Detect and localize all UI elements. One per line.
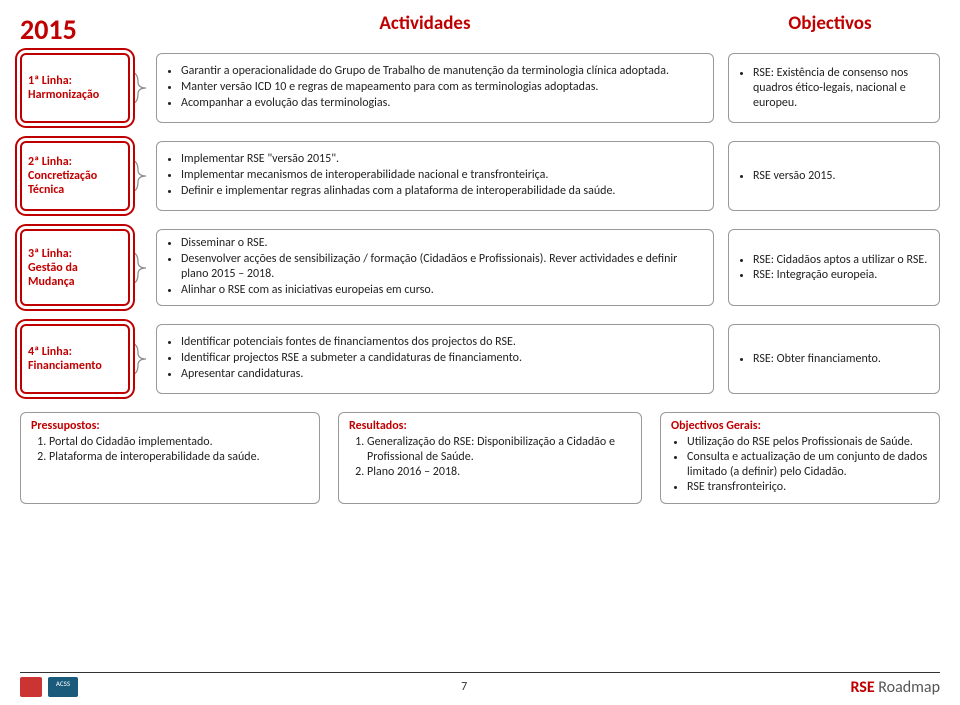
acss-logo-icon: ACSS [48,677,78,697]
objectivos-box: RSE versão 2015. [728,141,940,211]
objgerais-box: Objectivos Gerais: Utilização do RSE pel… [660,412,940,504]
actividade-item: Manter versão ICD 10 e regras de mapeame… [181,80,703,95]
connector [128,324,156,394]
actividade-item: Garantir a operacionalidade do Grupo de … [181,64,703,79]
objectivos-box: RSE: Cidadãos aptos a utilizar o RSE.RSE… [728,229,940,306]
logo-icon [20,677,42,697]
linha-label-line: 2ª Linha: [28,155,122,169]
objgeral-item: RSE transfronteiriço. [687,480,929,495]
linha-label-line: Gestão da [28,261,122,275]
linha-label-line: Harmonização [28,88,122,102]
resultados-title: Resultados: [349,419,631,433]
connector [128,141,156,211]
objectivo-item: RSE: Cidadãos aptos a utilizar o RSE. [753,253,929,268]
brand-roadmap: Roadmap [875,678,940,697]
actividade-item: Desenvolver acções de sensibilização / f… [181,252,703,282]
pressuposto-item: Portal do Cidadão implementado. [49,435,309,450]
objectivos-box: RSE: Obter financiamento. [728,324,940,394]
objgerais-title: Objectivos Gerais: [671,419,929,433]
resultados-box: Resultados: Generalização do RSE: Dispon… [338,412,642,504]
bottom-row: Pressupostos: Portal do Cidadão implemen… [20,412,940,504]
linha-label-line: Concretização [28,169,122,183]
content-row: 1ª Linha:Harmonização Garantir a operacio… [20,53,940,123]
objectivo-item: RSE: Obter financiamento. [753,352,929,367]
content-row: 3ª Linha:Gestão daMudança Disseminar o RS… [20,229,940,306]
objectivo-item: RSE: Integração europeia. [753,268,929,283]
linha-label-line: 4ª Linha: [28,345,122,359]
pressupostos-title: Pressupostos: [31,419,309,433]
header-row: 2015 Actividades Objectivos [20,12,940,47]
actividade-item: Implementar RSE "versão 2015". [181,152,703,167]
brand-rse: RSE [850,678,874,697]
actividade-item: Identificar projectos RSE a submeter a c… [181,351,703,366]
connector [128,229,156,306]
pressupostos-box: Pressupostos: Portal do Cidadão implemen… [20,412,320,504]
actividade-item: Alinhar o RSE com as iniciativas europei… [181,283,703,298]
actividade-item: Disseminar o RSE. [181,236,703,251]
linha-label-line: Financiamento [28,359,122,373]
content-row: 4ª Linha:Financiamento Identificar potenc… [20,324,940,394]
year-title: 2015 [20,12,130,47]
linha-label-line: Mudança [28,275,122,289]
connector [128,53,156,123]
page-footer: ACSS 7 RSE Roadmap [20,672,940,697]
actividades-box: Garantir a operacionalidade do Grupo de … [156,53,714,123]
actividades-box: Implementar RSE "versão 2015".Implementa… [156,141,714,211]
page-number: 7 [78,680,850,694]
footer-logos: ACSS [20,677,78,697]
objectivo-item: RSE versão 2015. [753,169,929,184]
objgeral-item: Consulta e actualização de um conjunto d… [687,450,929,480]
footer-brand: RSE Roadmap [850,678,940,697]
linha-label: 3ª Linha:Gestão daMudança [20,229,130,306]
resultado-item: Generalização do RSE: Disponibilização a… [367,435,631,465]
linha-label: 4ª Linha:Financiamento [20,324,130,394]
col-header-objectivos: Objectivos [720,12,940,47]
actividades-box: Identificar potenciais fontes de financi… [156,324,714,394]
resultado-item: Plano 2016 – 2018. [367,465,631,480]
actividade-item: Definir e implementar regras alinhadas c… [181,184,703,199]
actividade-item: Implementar mecanismos de interoperabili… [181,168,703,183]
linha-label-line: 3ª Linha: [28,247,122,261]
objectivo-item: RSE: Existência de consenso nos quadros … [753,66,929,111]
linha-label-line: Técnica [28,183,122,197]
actividade-item: Identificar potenciais fontes de financi… [181,335,703,350]
actividade-item: Acompanhar a evolução das terminologias. [181,96,703,111]
objectivos-box: RSE: Existência de consenso nos quadros … [728,53,940,123]
objgeral-item: Utilização do RSE pelos Profissionais de… [687,435,929,450]
actividades-box: Disseminar o RSE.Desenvolver acções de s… [156,229,714,306]
linha-label: 1ª Linha:Harmonização [20,53,130,123]
pressuposto-item: Plataforma de interoperabilidade da saúd… [49,450,309,465]
linha-label-line: 1ª Linha: [28,74,122,88]
col-header-actividades: Actividades [130,12,720,47]
linha-label: 2ª Linha:ConcretizaçãoTécnica [20,141,130,211]
actividade-item: Apresentar candidaturas. [181,367,703,382]
content-row: 2ª Linha:ConcretizaçãoTécnica Implementar… [20,141,940,211]
